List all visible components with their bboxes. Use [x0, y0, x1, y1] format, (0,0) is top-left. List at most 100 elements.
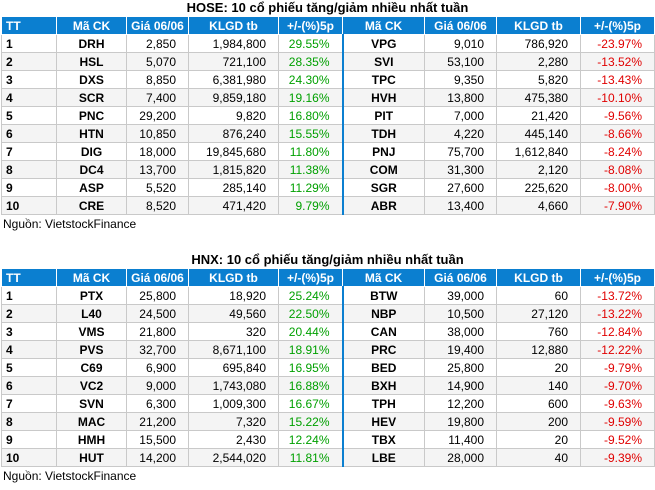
gainer-code-cell: L40 — [56, 304, 127, 323]
gainer-price-cell: 14,200 — [126, 448, 189, 467]
gainer-code-cell: DIG — [56, 142, 127, 161]
hose-body: 1 DRH 2,850 1,984,800 29.55% VPG 9,010 786,920-… — [1, 34, 655, 215]
gainer-code-cell: VMS — [56, 322, 127, 341]
loser-volume-cell: 20 — [496, 358, 581, 377]
gainer-change-cell: 18.91% — [278, 340, 343, 359]
loser-volume-cell: 2,120 — [496, 160, 581, 179]
gainer-change-cell: 29.55% — [278, 34, 343, 53]
col-header-change: +/-(%)5p — [278, 268, 343, 287]
gainer-code-cell: DXS — [56, 70, 127, 89]
col-header-volume: KLGD tb — [496, 268, 581, 287]
gainer-code-cell: VC2 — [56, 376, 127, 395]
loser-code-cell: BED — [341, 358, 425, 377]
rank-cell: 3 — [1, 70, 57, 89]
loser-price-cell: 28,000 — [424, 448, 497, 467]
table-row: 3 VMS 21,800 320 20.44% CAN 38,000 760 -12.84% — [1, 322, 655, 341]
rank-cell: 1 — [1, 34, 57, 53]
col-header-tt: TT — [1, 16, 57, 35]
gainer-change-cell: 16.67% — [278, 394, 343, 413]
gainer-price-cell: 5,070 — [126, 52, 189, 71]
gainer-change-cell: 15.55% — [278, 124, 343, 143]
table-row: 9 HMH 15,500 2,430 12.24% TBX 11,400 20 -9.52% — [1, 430, 655, 449]
loser-code-cell: BXH — [341, 376, 425, 395]
loser-code-cell: TPH — [341, 394, 425, 413]
table-row: 10 HUT 14,200 2,544,020 11.81% LBE 28,000 40 -9.… — [1, 448, 655, 467]
gainer-price-cell: 25,800 — [126, 286, 189, 305]
rank-cell: 10 — [1, 196, 57, 215]
gainer-code-cell: DRH — [56, 34, 127, 53]
loser-change-cell: -8.24% — [580, 142, 655, 161]
gainer-code-cell: HUT — [56, 448, 127, 467]
table-row: 9 ASP 5,520 285,140 11.29% SGR 27,600 225,620 -8… — [1, 178, 655, 197]
rank-cell: 6 — [1, 124, 57, 143]
gainer-volume-cell: 9,859,180 — [188, 88, 279, 107]
loser-change-cell: -9.56% — [580, 106, 655, 125]
gainer-volume-cell: 6,381,980 — [188, 70, 279, 89]
loser-volume-cell: 5,820 — [496, 70, 581, 89]
loser-code-cell: BTW — [341, 286, 425, 305]
loser-price-cell: 10,500 — [424, 304, 497, 323]
table-row: 7 DIG 18,000 19,845,680 11.80% PNJ 75,700 1,612… — [1, 142, 655, 161]
table-row: 3 DXS 8,850 6,381,980 24.30% TPC 9,350 5,820 -13… — [1, 70, 655, 89]
hnx-title: HNX: 10 cổ phiếu tăng/giảm nhiều nhất tu… — [191, 252, 464, 267]
gainer-volume-cell: 2,430 — [188, 430, 279, 449]
gainer-code-cell: PNC — [56, 106, 127, 125]
loser-price-cell: 9,350 — [424, 70, 497, 89]
loser-volume-cell: 12,880 — [496, 340, 581, 359]
hnx-body: 1 PTX 25,800 18,920 25.24% BTW 39,000 60 -13.72%… — [1, 286, 655, 467]
loser-code-cell: NBP — [341, 304, 425, 323]
loser-price-cell: 11,400 — [424, 430, 497, 449]
col-header-code: Mã CK — [342, 268, 425, 287]
gainer-change-cell: 16.95% — [278, 358, 343, 377]
col-header-code: Mã CK — [342, 16, 425, 35]
loser-code-cell: CAN — [341, 322, 425, 341]
loser-price-cell: 19,800 — [424, 412, 497, 431]
loser-code-cell: ABR — [341, 196, 425, 215]
gainer-code-cell: DC4 — [56, 160, 127, 179]
col-header-price: Giá 06/06 — [424, 268, 497, 287]
loser-code-cell: SVI — [341, 52, 425, 71]
hnx-header-row: TT Mã CK Giá 06/06 KLGD tb +/-(%)5p Mã C… — [1, 268, 655, 287]
col-header-code: Mã CK — [56, 268, 127, 287]
gainer-change-cell: 20.44% — [278, 322, 343, 341]
loser-change-cell: -13.43% — [580, 70, 655, 89]
gainer-code-cell: SCR — [56, 88, 127, 107]
gainer-code-cell: HMH — [56, 430, 127, 449]
loser-change-cell: -9.52% — [580, 430, 655, 449]
loser-price-cell: 31,300 — [424, 160, 497, 179]
loser-price-cell: 12,200 — [424, 394, 497, 413]
col-header-code: Mã CK — [56, 16, 127, 35]
gainer-price-cell: 8,850 — [126, 70, 189, 89]
loser-price-cell: 4,220 — [424, 124, 497, 143]
table-row: 10 CRE 8,520 471,420 9.79% ABR 13,400 4,660 -7.9… — [1, 196, 655, 215]
table-row: 4 PVS 32,700 8,671,100 18.91% PRC 19,400 12,880… — [1, 340, 655, 359]
gainer-code-cell: CRE — [56, 196, 127, 215]
loser-price-cell: 53,100 — [424, 52, 497, 71]
loser-change-cell: -12.22% — [580, 340, 655, 359]
loser-change-cell: -9.70% — [580, 376, 655, 395]
gainer-price-cell: 18,000 — [126, 142, 189, 161]
gainer-volume-cell: 721,100 — [188, 52, 279, 71]
gainer-price-cell: 10,850 — [126, 124, 189, 143]
loser-volume-cell: 1,612,840 — [496, 142, 581, 161]
loser-price-cell: 39,000 — [424, 286, 497, 305]
gainer-change-cell: 11.80% — [278, 142, 343, 161]
gainer-price-cell: 2,850 — [126, 34, 189, 53]
loser-code-cell: COM — [341, 160, 425, 179]
hose-header-row: TT Mã CK Giá 06/06 KLGD tb +/-(%)5p Mã C… — [1, 16, 655, 35]
gainer-volume-cell: 19,845,680 — [188, 142, 279, 161]
gainer-volume-cell: 1,743,080 — [188, 376, 279, 395]
table-row: 5 PNC 29,200 9,820 16.80% PIT 7,000 21,420 -9.56… — [1, 106, 655, 125]
loser-code-cell: PRC — [341, 340, 425, 359]
loser-change-cell: -8.66% — [580, 124, 655, 143]
rank-cell: 2 — [1, 304, 57, 323]
loser-change-cell: -8.00% — [580, 178, 655, 197]
rank-cell: 2 — [1, 52, 57, 71]
gainer-price-cell: 8,520 — [126, 196, 189, 215]
rank-cell: 9 — [1, 430, 57, 449]
gainer-price-cell: 32,700 — [126, 340, 189, 359]
loser-code-cell: HVH — [341, 88, 425, 107]
gainer-price-cell: 9,000 — [126, 376, 189, 395]
hnx-section: HNX: 10 cổ phiếu tăng/giảm nhiều nhất tu… — [0, 252, 655, 485]
col-header-price: Giá 06/06 — [126, 268, 189, 287]
